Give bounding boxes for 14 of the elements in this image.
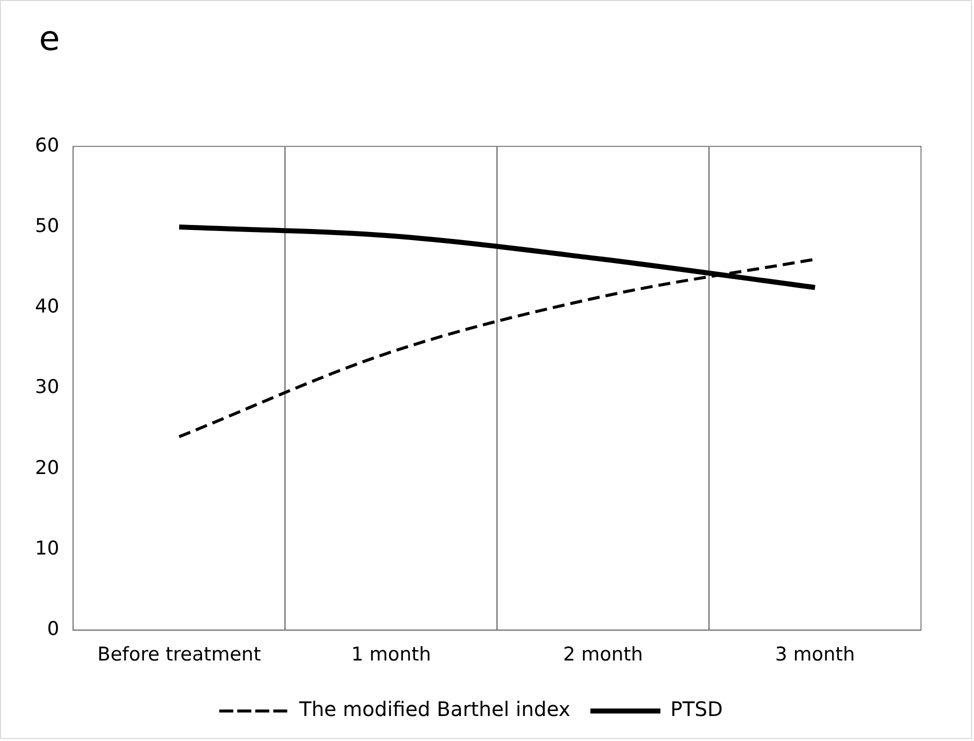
y-tick-label: 0 (47, 618, 60, 640)
x-tick-label: 2 month (563, 644, 643, 666)
y-tick-label: 40 (34, 296, 60, 318)
y-tick-label: 20 (34, 456, 60, 479)
legend-label: The modified Barthel index (298, 697, 571, 722)
y-tick-label: 10 (34, 538, 60, 560)
x-tick-label: 3 month (775, 644, 855, 666)
legend-label: PTSD (670, 697, 723, 722)
y-tick-label: 30 (34, 376, 60, 398)
y-tick-label: 60 (34, 134, 60, 156)
y-tick-label: 50 (34, 214, 60, 237)
x-tick-label: 1 month (351, 644, 432, 666)
x-tick-label: Before treatment (97, 644, 261, 666)
chart-title: e (39, 19, 60, 59)
